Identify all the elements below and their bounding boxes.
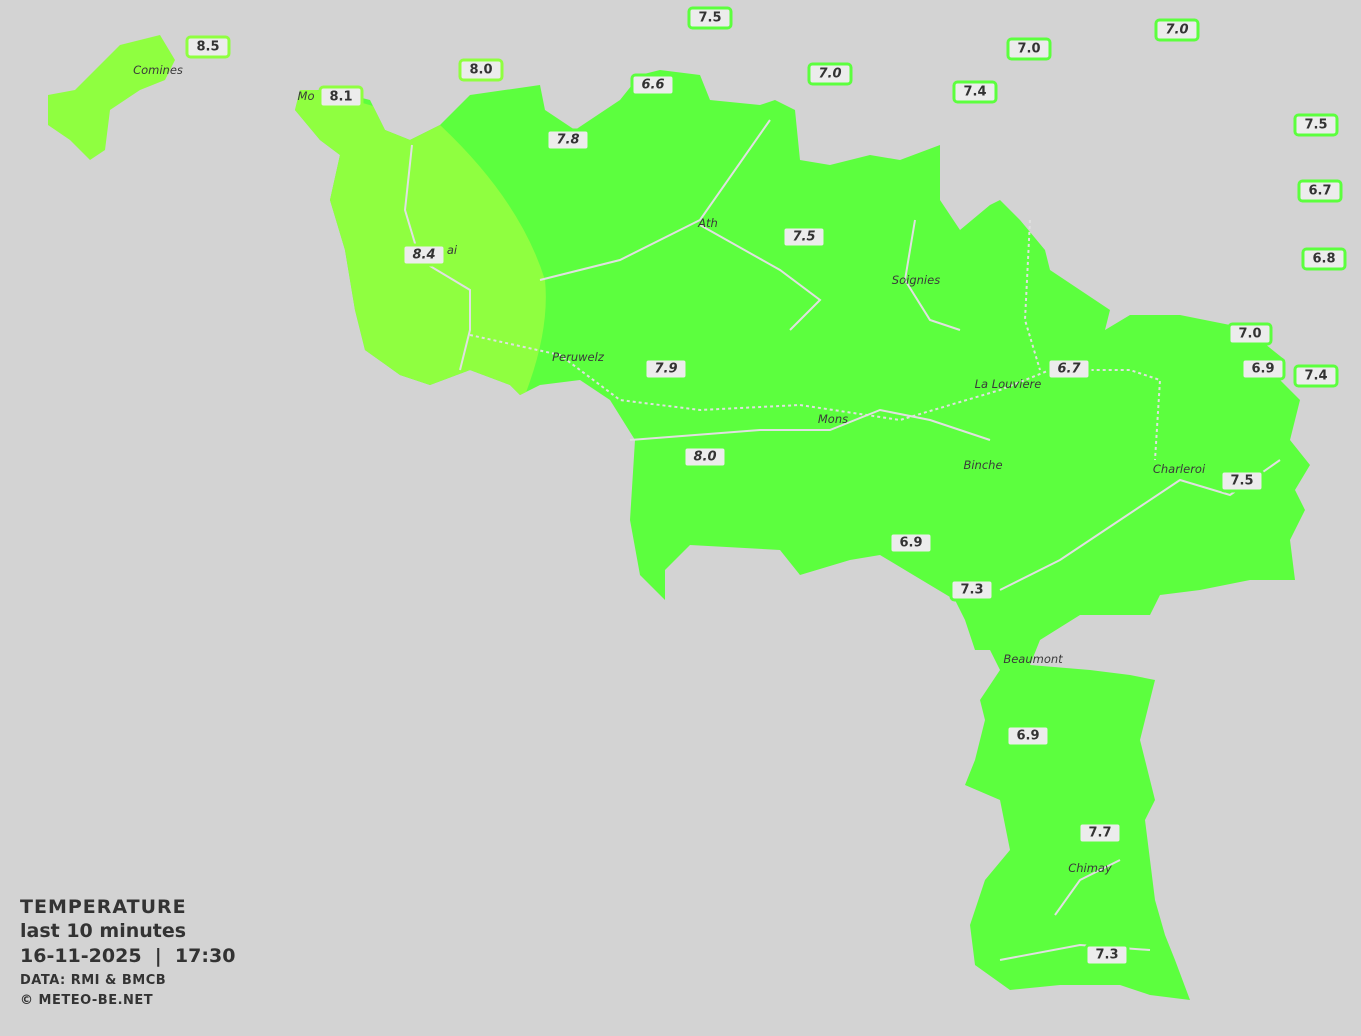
station-label: 7.8: [545, 128, 591, 152]
legend-copyright: © METEO-BE.NET: [20, 993, 154, 1008]
city-label: La Louviere: [974, 377, 1042, 391]
station-label: 8.4: [401, 243, 447, 267]
map-legend: TEMPERATURE last 10 minutes 16-11-2025 |…: [20, 895, 235, 1011]
station-label: 6.7: [1046, 357, 1092, 381]
city-label: Soignies: [891, 273, 941, 287]
city-label: Mo: [297, 89, 315, 103]
station-label: 8.1: [318, 85, 364, 109]
station-label: 7.0: [1006, 37, 1052, 61]
city-label: Peruwelz: [552, 350, 604, 364]
station-label: 6.9: [1240, 357, 1286, 381]
city-label: Comines: [133, 63, 183, 77]
city-label: Beaumont: [1003, 652, 1063, 666]
station-label: 8.0: [458, 58, 504, 82]
station-label: 7.0: [1154, 18, 1200, 42]
city-label: Mons: [817, 412, 849, 426]
station-label: 7.5: [781, 225, 827, 249]
city-label: ai: [446, 243, 458, 257]
legend-datetime: 16-11-2025 | 17:30: [20, 945, 236, 967]
station-label: 7.5: [687, 6, 733, 30]
city-label: Binche: [963, 458, 1003, 472]
station-label: 7.4: [952, 80, 998, 104]
station-label: 6.8: [1301, 247, 1347, 271]
city-label: Ath: [698, 216, 718, 230]
legend-source: DATA: RMI & BMCB: [20, 973, 167, 988]
city-label: Chimay: [1068, 861, 1112, 875]
rivers: [403, 119, 1281, 961]
city-label: Charleroi: [1152, 462, 1206, 476]
zone-warm: [295, 70, 546, 1000]
station-label: 7.5: [1293, 113, 1339, 137]
station-label: 7.3: [949, 578, 995, 602]
station-label: 7.0: [1227, 322, 1273, 346]
station-label: 7.3: [1084, 943, 1130, 967]
legend-title: TEMPERATURE: [20, 896, 187, 918]
station-label: 6.7: [1297, 179, 1343, 203]
station-label: 7.4: [1293, 364, 1339, 388]
station-label: 6.9: [1005, 724, 1051, 748]
station-label: 7.5: [1219, 469, 1265, 493]
station-label: 8.5: [185, 35, 231, 59]
station-label: 6.9: [888, 531, 934, 555]
station-label: 6.6: [630, 73, 676, 97]
station-label: 7.9: [643, 357, 689, 381]
station-label: 7.0: [807, 62, 853, 86]
legend-period: last 10 minutes: [20, 920, 187, 942]
comines-enclave: [48, 35, 175, 160]
station-label: 7.7: [1077, 821, 1123, 845]
station-label: 8.0: [682, 445, 728, 469]
